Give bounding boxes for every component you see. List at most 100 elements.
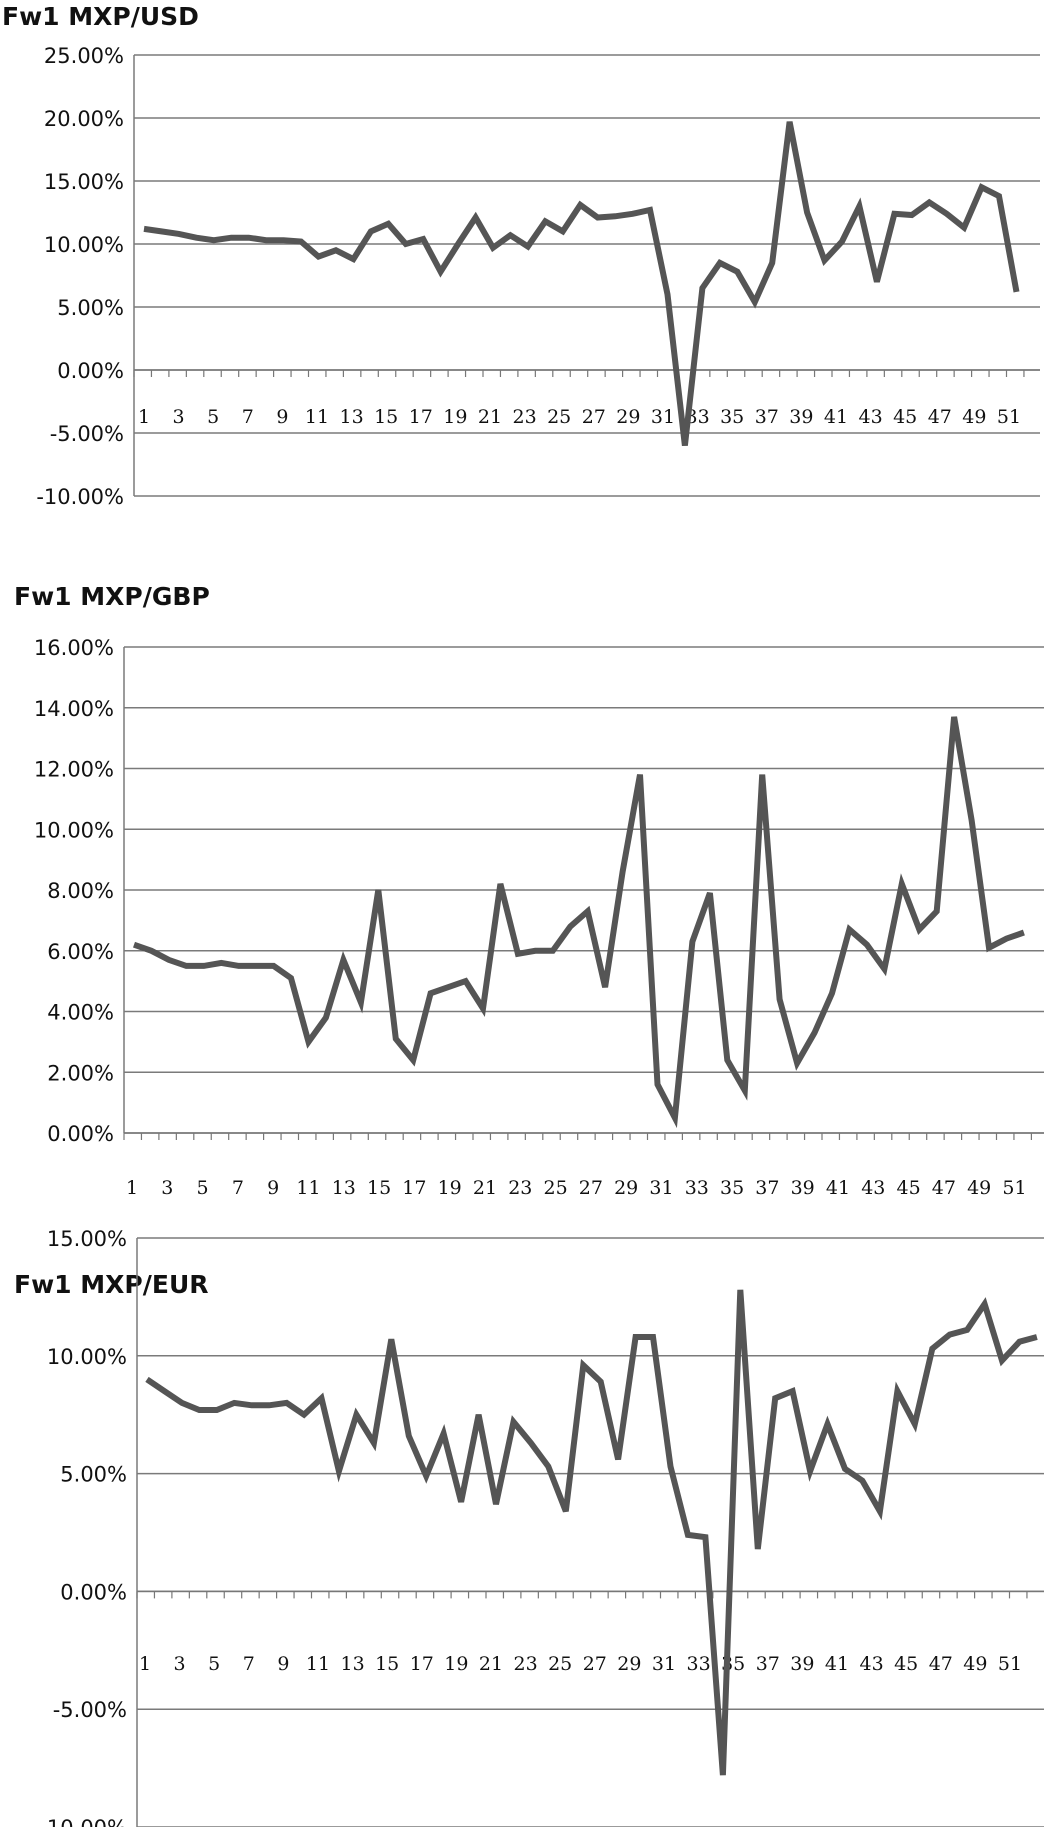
y-tick-label: 5.00%	[60, 1463, 127, 1487]
x-tick-label: 1	[126, 1177, 138, 1199]
x-tick-label: 13	[340, 406, 364, 428]
x-tick-label: 37	[755, 406, 779, 428]
x-tick-label: 21	[479, 1653, 503, 1675]
x-tick-label: 19	[438, 1177, 462, 1199]
y-tick-label: -10.00%	[39, 1816, 127, 1827]
x-tick-label: 27	[579, 1177, 603, 1199]
x-tick-label: 51	[997, 406, 1021, 428]
x-tick-label: 39	[791, 1177, 815, 1199]
x-tick-label: 21	[473, 1177, 497, 1199]
y-tick-label: 20.00%	[44, 107, 124, 131]
y-tick-label: 6.00%	[47, 940, 114, 964]
x-tick-label: 31	[652, 1653, 676, 1675]
x-tick-label: 5	[207, 406, 219, 428]
y-tick-label: 15.00%	[44, 170, 124, 194]
x-tick-label: 29	[614, 1177, 638, 1199]
x-tick-label: 31	[649, 1177, 673, 1199]
x-tick-label: 43	[859, 406, 883, 428]
x-tick-label: 7	[242, 406, 254, 428]
x-tick-label: 49	[963, 1653, 987, 1675]
x-tick-label: 23	[513, 406, 537, 428]
x-tick-label: 27	[583, 1653, 607, 1675]
x-tick-label: 5	[208, 1653, 220, 1675]
y-tick-label: 2.00%	[47, 1061, 114, 1085]
x-tick-label: 37	[756, 1653, 780, 1675]
x-tick-label: 3	[173, 406, 185, 428]
x-tick-label: 3	[174, 1653, 186, 1675]
x-tick-label: 15	[375, 1653, 399, 1675]
y-tick-label: 5.00%	[57, 296, 124, 320]
y-tick-label: 0.00%	[57, 359, 124, 383]
x-tick-label: 31	[651, 406, 675, 428]
x-tick-label: 15	[374, 406, 398, 428]
y-tick-label: 10.00%	[44, 233, 124, 257]
x-tick-label: 41	[825, 1653, 849, 1675]
y-tick-label: -5.00%	[53, 1698, 127, 1722]
chart-title: Fw1 MXP/GBP	[14, 582, 210, 611]
x-tick-label: 19	[443, 406, 467, 428]
x-tick-label: 17	[402, 1177, 426, 1199]
x-tick-label: 37	[755, 1177, 779, 1199]
x-tick-label: 25	[548, 1653, 572, 1675]
x-tick-label: 1	[139, 1653, 151, 1675]
x-tick-label: 9	[277, 1653, 289, 1675]
y-tick-label: 4.00%	[47, 1001, 114, 1025]
x-tick-label: 45	[894, 1653, 918, 1675]
x-tick-label: 51	[998, 1653, 1022, 1675]
x-tick-label: 29	[617, 1653, 641, 1675]
x-tick-label: 47	[932, 1177, 956, 1199]
series-line	[145, 1289, 1038, 1776]
x-tick-label: 29	[616, 406, 640, 428]
x-tick-label: 49	[967, 1177, 991, 1199]
x-tick-label: 45	[893, 406, 917, 428]
chart-title: Fw1 MXP/USD	[2, 2, 199, 31]
x-tick-label: 1	[138, 406, 150, 428]
x-tick-label: 47	[928, 406, 952, 428]
x-tick-label: 7	[243, 1653, 255, 1675]
y-tick-label: 10.00%	[34, 818, 114, 842]
x-tick-label: 33	[687, 1653, 711, 1675]
x-tick-label: 15	[367, 1177, 391, 1199]
x-tick-label: 7	[232, 1177, 244, 1199]
chart-title: Fw1 MXP/EUR	[14, 1270, 209, 1299]
x-tick-label: 23	[508, 1177, 532, 1199]
x-tick-label: 9	[267, 1177, 279, 1199]
x-tick-label: 11	[306, 1653, 330, 1675]
y-tick-label: 10.00%	[47, 1345, 127, 1369]
x-tick-label: 33	[685, 1177, 709, 1199]
x-tick-label: 35	[720, 406, 744, 428]
x-tick-label: 23	[514, 1653, 538, 1675]
x-tick-label: 17	[410, 1653, 434, 1675]
x-tick-label: 25	[547, 406, 571, 428]
x-tick-label: 11	[296, 1177, 320, 1199]
x-tick-label: 45	[897, 1177, 921, 1199]
x-tick-label: 43	[861, 1177, 885, 1199]
x-tick-label: 13	[341, 1653, 365, 1675]
y-tick-label: 0.00%	[60, 1580, 127, 1604]
x-tick-label: 21	[478, 406, 502, 428]
y-tick-label: 8.00%	[47, 879, 114, 903]
x-tick-label: 27	[582, 406, 606, 428]
y-tick-label: 25.00%	[44, 44, 124, 68]
x-tick-label: 19	[444, 1653, 468, 1675]
y-tick-label: -5.00%	[50, 422, 124, 446]
series-line	[133, 716, 1025, 1129]
x-tick-label: 3	[161, 1177, 173, 1199]
x-tick-label: 43	[860, 1653, 884, 1675]
x-tick-label: 9	[276, 406, 288, 428]
x-tick-label: 41	[826, 1177, 850, 1199]
x-tick-label: 51	[1002, 1177, 1026, 1199]
y-tick-label: 16.00%	[34, 636, 114, 660]
y-tick-label: 12.00%	[34, 758, 114, 782]
x-tick-label: 5	[197, 1177, 209, 1199]
x-tick-label: 39	[790, 1653, 814, 1675]
x-tick-label: 39	[789, 406, 813, 428]
x-tick-label: 25	[544, 1177, 568, 1199]
x-tick-label: 11	[305, 406, 329, 428]
y-tick-label: 15.00%	[47, 1227, 127, 1251]
x-tick-label: 47	[929, 1653, 953, 1675]
x-tick-label: 13	[332, 1177, 356, 1199]
